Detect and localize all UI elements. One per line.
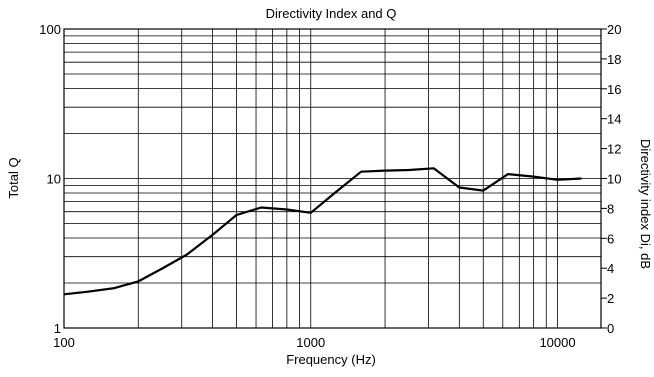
y2-tick-label: 4 <box>607 261 614 276</box>
y2-axis-label: Directivity index Di, dB <box>638 139 653 269</box>
y2-tick-label: 6 <box>607 231 614 246</box>
x-axis-label: Frequency (Hz) <box>286 352 376 367</box>
series <box>63 167 582 296</box>
y-axis-ticks: 1 10 100 <box>39 22 61 336</box>
x-axis-ticks: 100 1000 10000 <box>53 335 575 350</box>
y2-tick-label: 18 <box>607 52 621 67</box>
y-tick-label: 1 <box>54 321 61 336</box>
x-tick-label: 10000 <box>539 335 575 350</box>
y2-tick-label: 2 <box>607 291 614 306</box>
chart-title: Directivity Index and Q <box>266 6 397 21</box>
y2-tick-label: 20 <box>607 22 621 37</box>
y-tick-label: 10 <box>47 172 61 187</box>
y2-tick-label: 8 <box>607 201 614 216</box>
grid <box>64 29 601 328</box>
y2-tick-label: 10 <box>607 172 621 187</box>
x-tick-label: 100 <box>53 335 75 350</box>
x-tick-label: 1000 <box>296 335 325 350</box>
y-tick-label: 100 <box>39 22 61 37</box>
series-line <box>63 167 582 296</box>
y2-tick-label: 16 <box>607 82 621 97</box>
y2-tick-label: 0 <box>607 321 614 336</box>
y2-tick-label: 12 <box>607 142 621 157</box>
y2-tick-label: 14 <box>607 112 621 127</box>
y-axis-label: Total Q <box>6 157 21 198</box>
y2-axis-ticks: 0 2 4 6 8 10 12 14 16 18 20 <box>601 22 621 336</box>
